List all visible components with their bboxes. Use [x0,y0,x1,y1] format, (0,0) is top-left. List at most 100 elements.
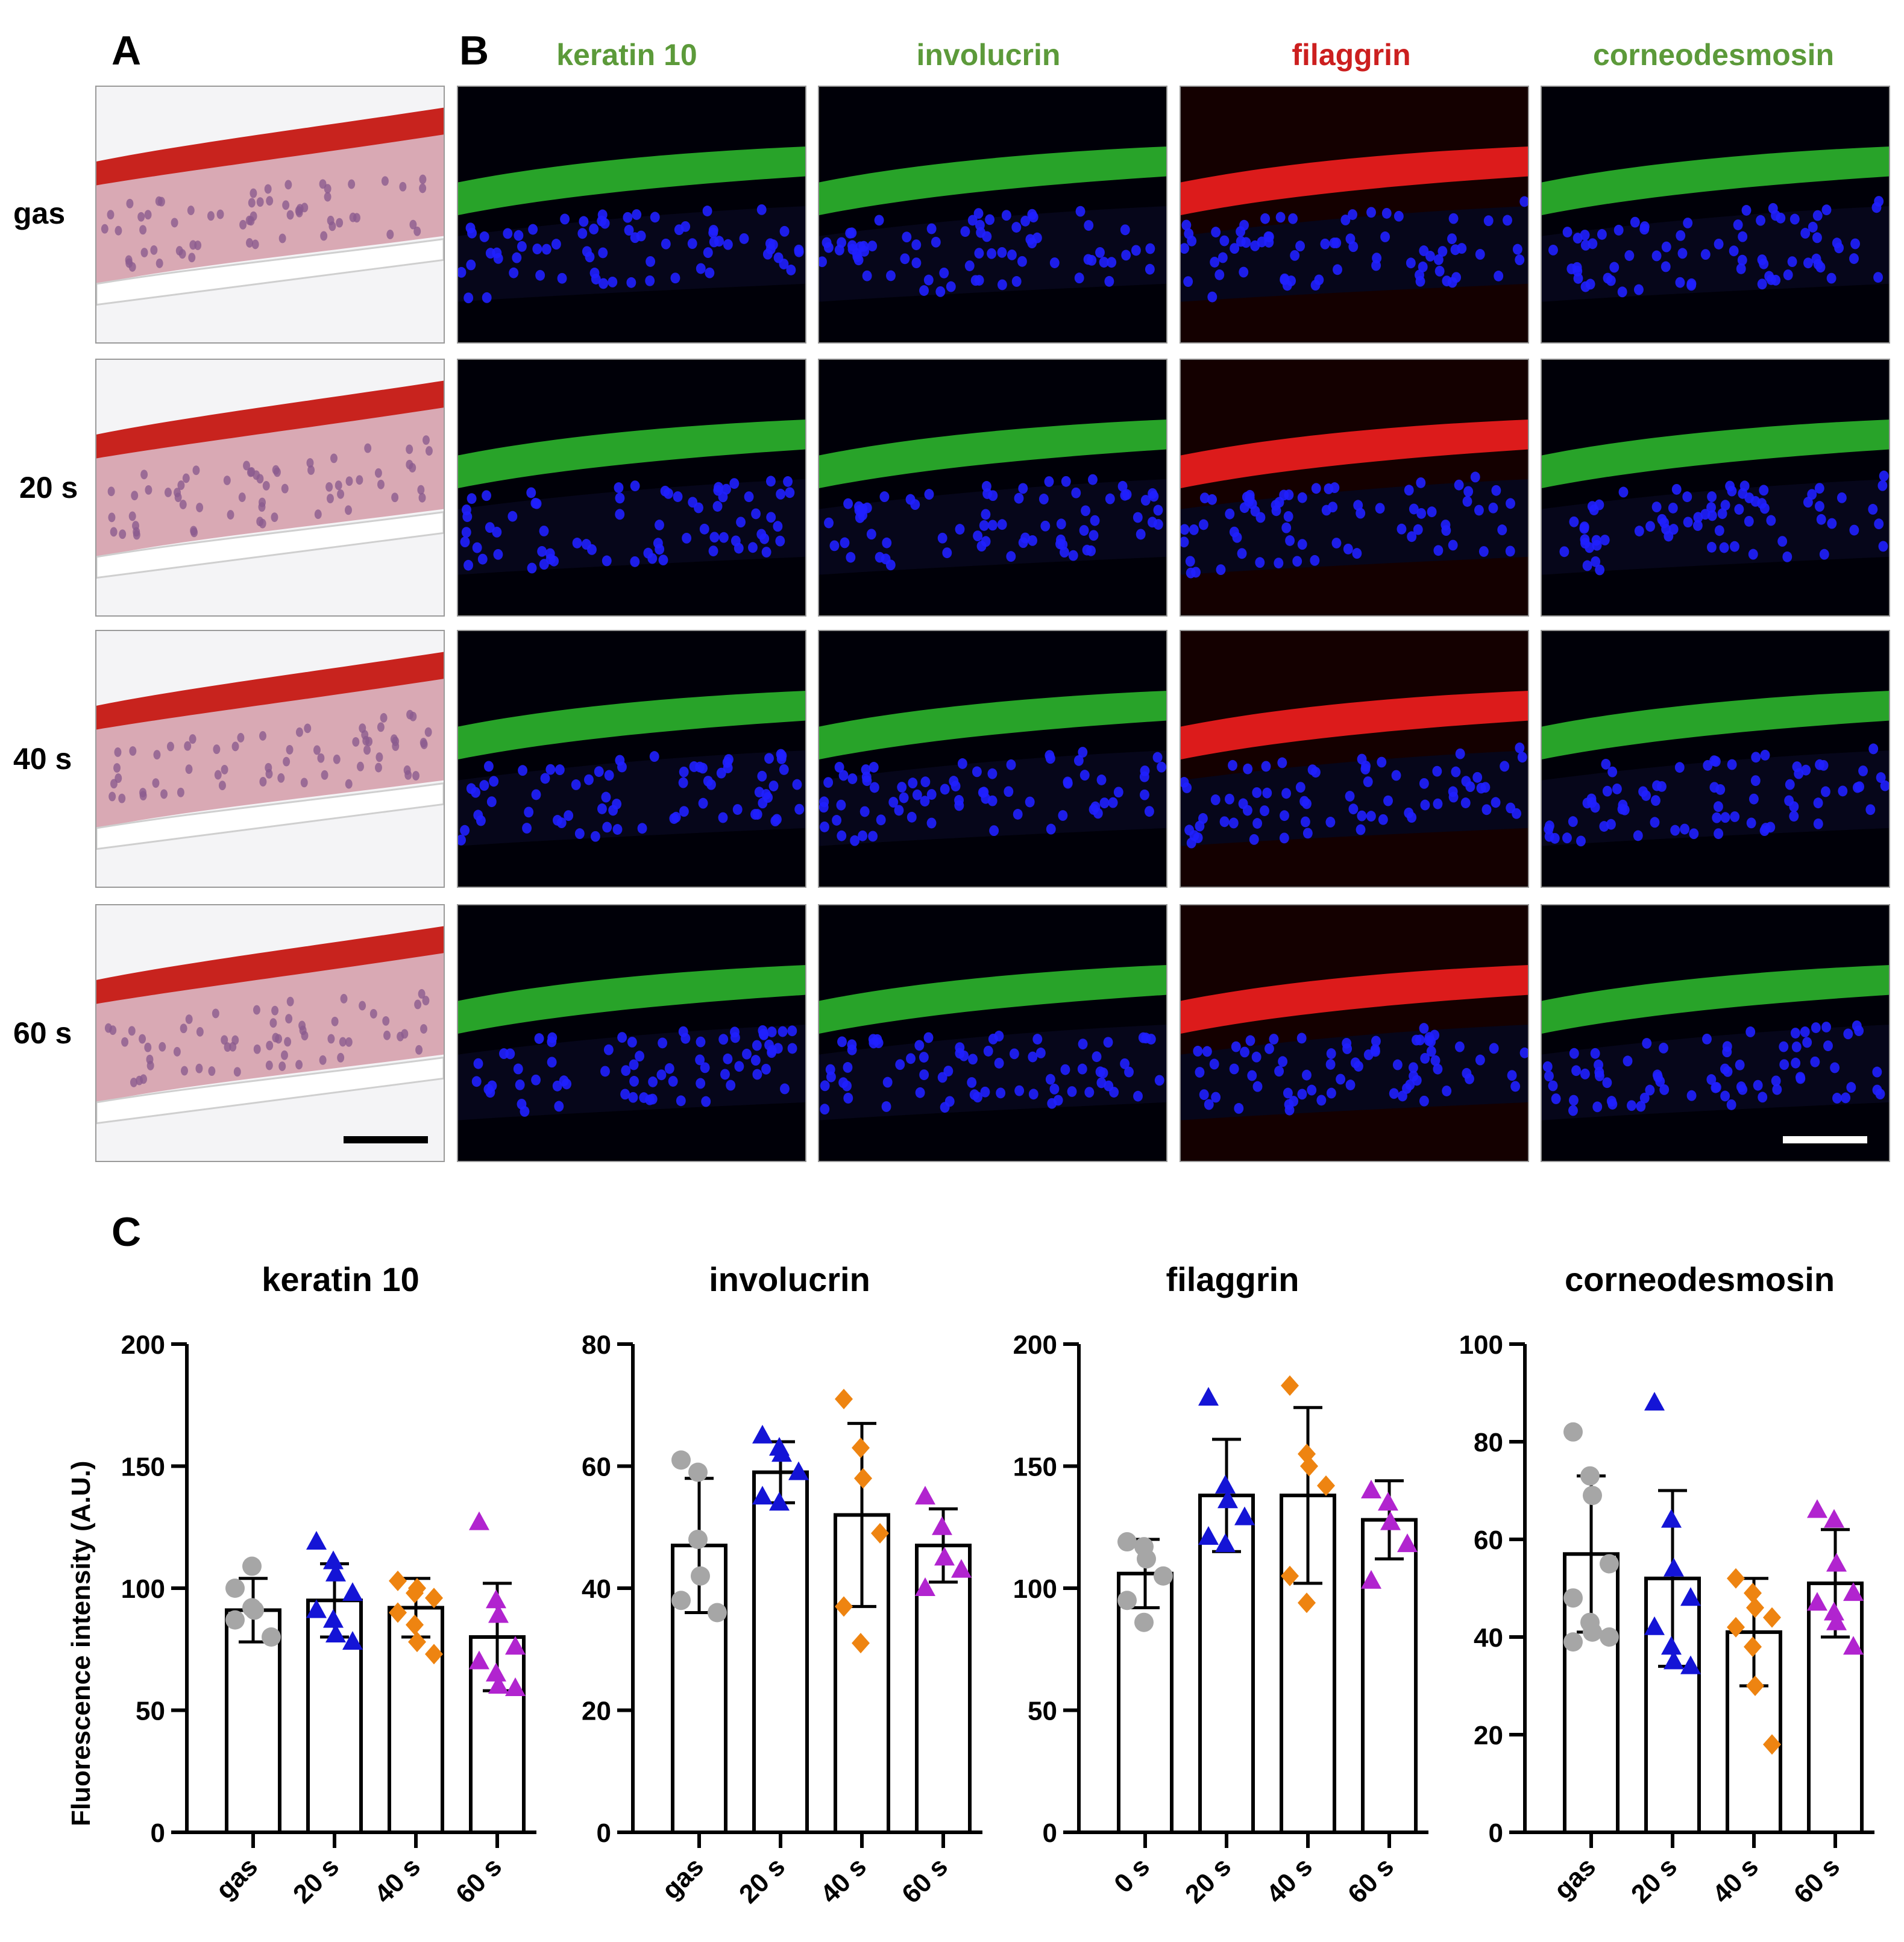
column-title-involucrin: involucrin [916,38,1061,72]
x-tick-label: 40 s [1707,1852,1764,1909]
data-point [1763,1607,1781,1628]
micrograph-he-20s [95,359,445,617]
y-tick-label: 100 [1459,1330,1503,1360]
y-tick-label: 150 [121,1453,165,1482]
data-point [1361,1570,1381,1589]
data-point [708,1603,727,1623]
y-tick-label: 20 [582,1697,611,1726]
panel-label-c: C [112,1209,142,1255]
data-point [769,1492,790,1511]
scale-bar-fluorescence [1783,1136,1867,1143]
data-point [325,1623,346,1642]
data-point [1644,1616,1665,1635]
bar-0 [225,1608,281,1834]
data-point [1664,1557,1684,1577]
data-point [1134,1612,1154,1632]
chart-title-keratin10: keratin 10 [262,1260,419,1298]
y-tick-label: 150 [1013,1453,1057,1482]
data-point [425,1644,443,1665]
micrograph-filaggrin-40s [1180,630,1529,888]
data-point [1680,1587,1701,1606]
data-point [1281,1375,1299,1396]
data-point [486,1662,506,1682]
data-point [1661,1636,1682,1655]
y-tick-label: 50 [1028,1697,1057,1726]
micrograph-corneodesmosin-20s [1541,359,1890,617]
data-point [1824,1509,1844,1528]
row-label-gas: gas [13,196,66,230]
data-point [835,1596,853,1617]
data-point [1843,1636,1864,1655]
micrograph-he-60s [95,904,445,1162]
y-tick-label: 80 [582,1330,611,1360]
data-point [1744,1636,1762,1658]
data-point [1746,1676,1764,1696]
panel-label-b: B [459,28,489,74]
data-point [934,1547,955,1566]
column-title-corneodesmosin: corneodesmosin [1592,38,1835,72]
data-point [1600,1554,1619,1574]
data-point [1563,1422,1583,1442]
data-point [408,1578,426,1598]
panel-label-a: A [112,28,142,74]
data-point [1746,1597,1764,1618]
micrograph-corneodesmosin-gas [1541,86,1890,344]
row-label-20s: 20 s [19,471,78,504]
scale-bar-he [344,1136,428,1143]
data-point [323,1550,344,1570]
y-tick-label: 40 [1474,1623,1503,1653]
data-point [1300,1456,1318,1477]
data-point [1380,1511,1401,1530]
x-tick-label: 60 s [1788,1852,1846,1909]
data-point [1563,1632,1583,1652]
data-point [505,1677,526,1697]
data-point [1117,1591,1137,1610]
y-tick-label: 40 [582,1574,611,1604]
data-point [1137,1549,1156,1569]
data-point [688,1462,708,1482]
data-point [1644,1392,1665,1411]
y-tick-label: 60 [582,1453,611,1482]
data-point [1281,1565,1299,1586]
data-point [835,1389,853,1410]
micrograph-filaggrin-60s [1180,904,1529,1162]
data-point [225,1579,245,1598]
data-point [389,1602,407,1623]
data-point [406,1614,424,1635]
y-tick-label: 200 [121,1330,165,1360]
data-point [1563,1588,1583,1608]
data-point [1680,1655,1701,1674]
micrograph-filaggrin-20s [1180,359,1529,617]
micrograph-involucrin-60s [818,904,1167,1162]
data-point [1154,1566,1173,1586]
data-point [1217,1489,1238,1509]
column-title-keratin10: keratin 10 [556,38,697,72]
data-point [1361,1480,1381,1498]
data-point [671,1450,691,1470]
data-point [262,1627,281,1647]
data-point [1397,1533,1418,1553]
data-point [1843,1582,1864,1601]
data-point [1580,1466,1600,1486]
data-point [323,1609,344,1628]
chart-title-filaggrin: filaggrin [1166,1260,1299,1298]
chart-title-involucrin: involucrin [709,1260,870,1298]
micrograph-he-gas [95,86,445,344]
data-point [1763,1734,1781,1755]
data-point [488,1675,509,1694]
y-tick-label: 60 [1474,1526,1503,1555]
data-point [852,1633,870,1654]
data-point [389,1570,407,1591]
data-point [1826,1553,1847,1572]
data-point [1215,1474,1236,1494]
data-point [242,1556,262,1576]
data-point [425,1588,443,1609]
data-point [469,1650,489,1670]
data-point [1600,1627,1619,1647]
data-point [1807,1499,1827,1518]
data-point [306,1531,327,1550]
row-label-60s: 60 s [13,1016,72,1050]
y-tick-label: 20 [1474,1721,1503,1750]
data-point [932,1516,952,1535]
micrograph-keratin10-40s [457,630,806,888]
